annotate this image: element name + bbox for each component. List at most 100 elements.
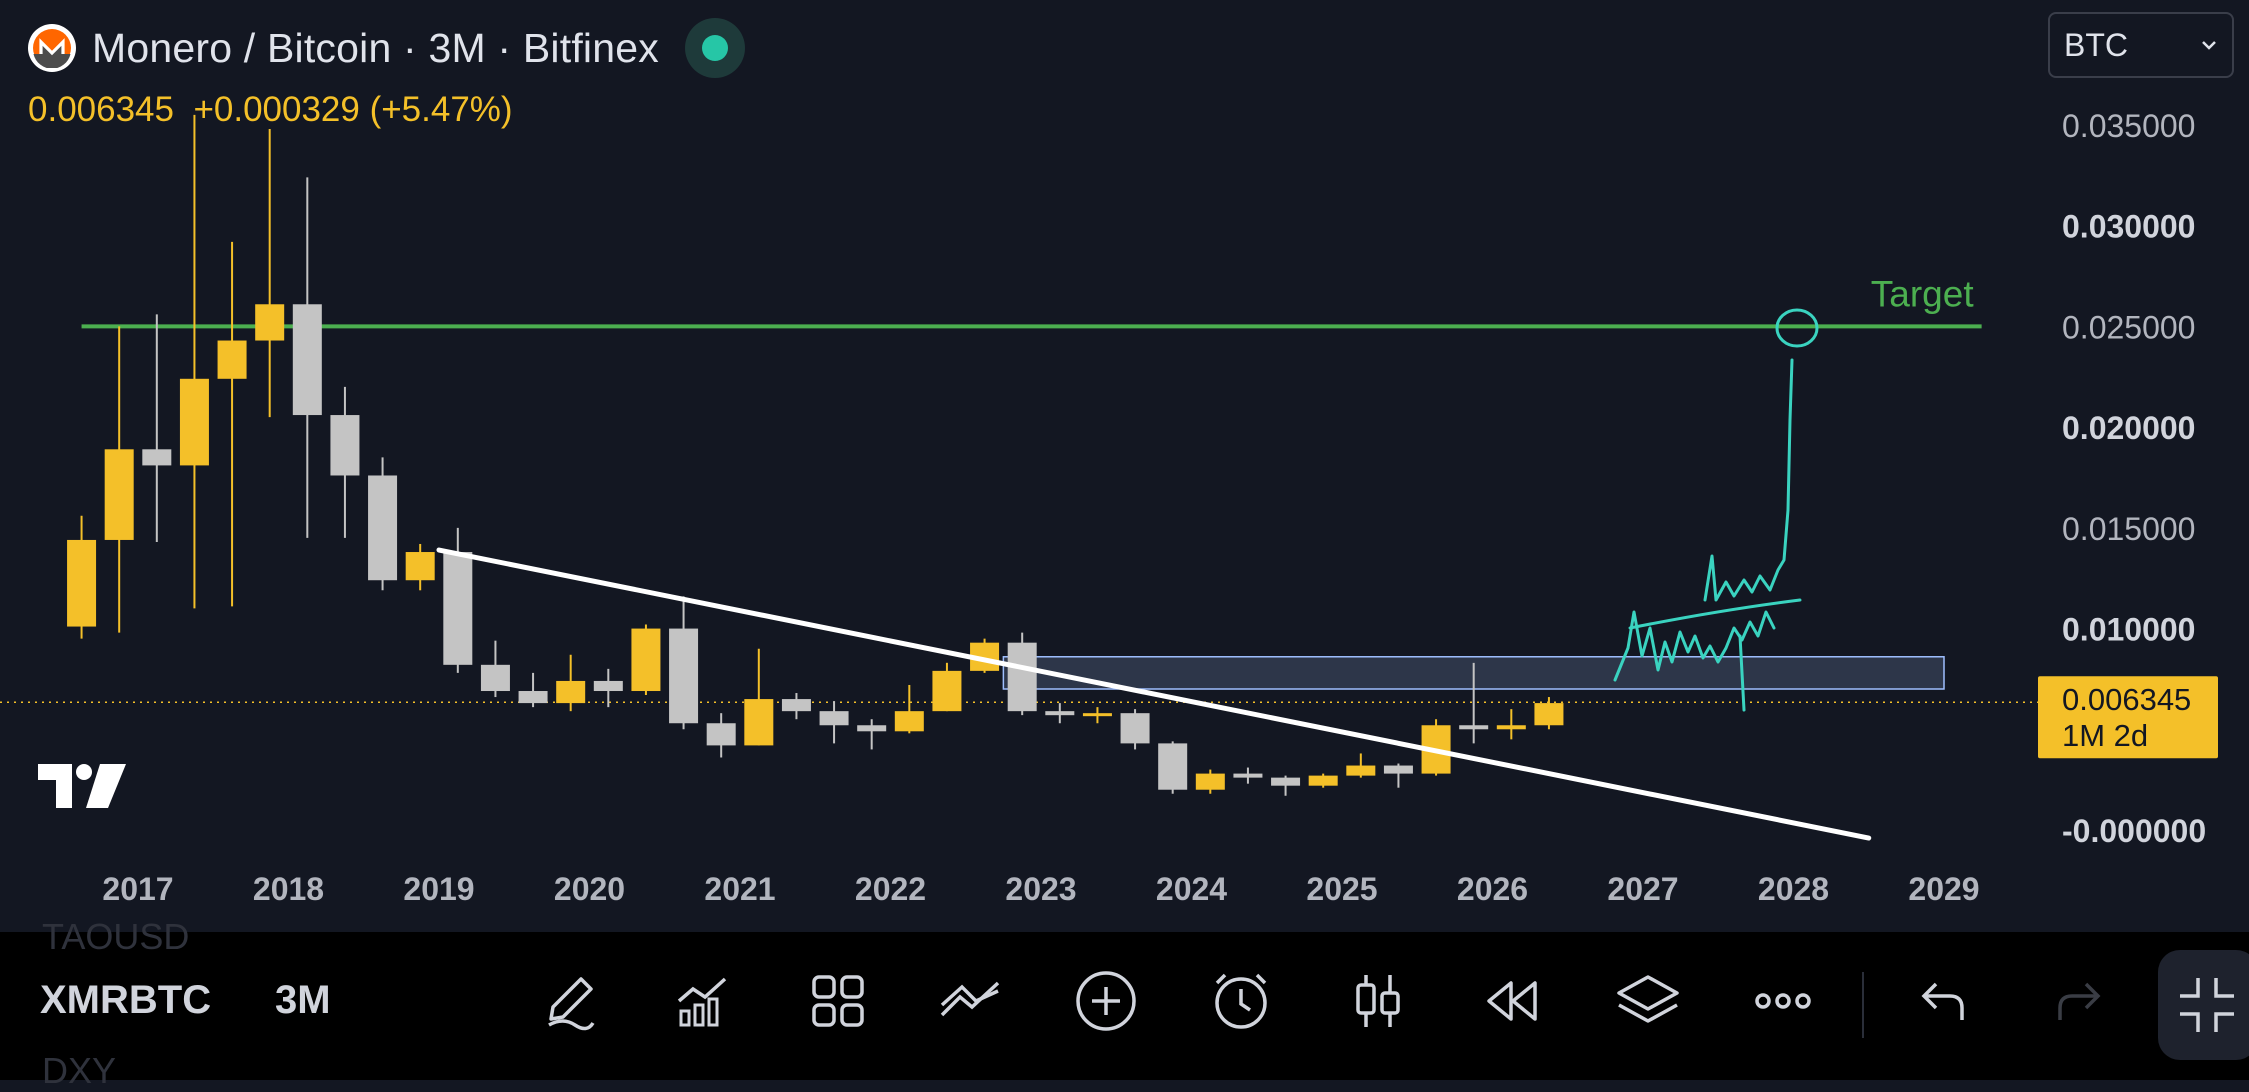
candle-body-17: [706, 723, 736, 746]
x-tick-label-4: 2021: [704, 871, 775, 907]
sketch-rally: [1703, 358, 1794, 602]
price-chart[interactable]: Target 0.035000 0.030000 0.025000 0.020000 0…: [0, 0, 2249, 932]
candle-body-6: [292, 304, 322, 416]
layers-icon: [1617, 975, 1679, 1023]
chart-header: Monero / Bitcoin · 3M · Bitfinex: [28, 18, 745, 78]
candle-body-27: [1082, 713, 1112, 717]
sketch-target-circle: [1775, 308, 1819, 348]
candle-body-29: [1158, 743, 1188, 790]
y-tick-label-4: 0.015000: [2062, 511, 2195, 547]
candle-body-4: [217, 340, 247, 379]
more-icon: [1755, 993, 1811, 1009]
x-tick-label-12: 2029: [1908, 871, 1979, 907]
x-tick-label-0: 2017: [102, 871, 173, 907]
candle-body-30: [1195, 773, 1225, 790]
currency-select[interactable]: BTC: [2048, 12, 2234, 78]
pen-icon: [548, 977, 595, 1031]
candle-body-26: [1045, 711, 1075, 716]
replay-button[interactable]: [1480, 968, 1546, 1034]
candle-body-33: [1308, 775, 1338, 786]
drawing-tools-icon: [940, 981, 1000, 1017]
candle-body-37: [1459, 725, 1489, 730]
candle-body-2: [142, 449, 172, 466]
x-tick-label-7: 2024: [1156, 871, 1227, 907]
templates-button[interactable]: [805, 968, 871, 1034]
candle-body-22: [894, 711, 924, 732]
y-tick-label-5: 0.010000: [2062, 612, 2195, 648]
candle-body-32: [1271, 777, 1301, 786]
layers-button[interactable]: [1615, 968, 1681, 1034]
drawing-tools-button[interactable]: [938, 968, 1004, 1034]
candle-body-15: [631, 628, 661, 692]
candle-body-21: [857, 725, 887, 732]
y-tick-label-3: 0.020000: [2062, 410, 2195, 446]
candle-body-39: [1534, 703, 1564, 726]
candle-body-7: [330, 415, 360, 476]
candle-body-19: [781, 699, 811, 712]
x-tick-label-9: 2026: [1457, 871, 1528, 907]
x-tick-label-1: 2018: [253, 871, 324, 907]
redo-icon: [2058, 982, 2101, 1020]
redo-button[interactable]: [2046, 968, 2112, 1034]
price-tag: [2038, 676, 2218, 759]
y-tick-label-0: 0.035000: [2062, 108, 2195, 144]
candle-body-20: [819, 711, 849, 726]
x-tick-label-5: 2022: [855, 871, 926, 907]
tradingview-logo-icon[interactable]: [36, 762, 128, 812]
x-tick-label-6: 2023: [1005, 871, 1076, 907]
indicators-button[interactable]: [670, 968, 736, 1034]
last-price: 0.006345: [28, 90, 174, 129]
candle-body-28: [1120, 713, 1150, 744]
more-button[interactable]: [1750, 968, 1816, 1034]
candle-body-0: [67, 539, 97, 627]
toolbar-separator: [1862, 972, 1864, 1038]
candle-body-23: [932, 670, 962, 712]
candle-body-10: [443, 552, 473, 665]
market-status-icon[interactable]: [684, 18, 745, 78]
candle-body-34: [1346, 765, 1376, 776]
candle-body-8: [368, 475, 398, 581]
x-tick-label-8: 2025: [1306, 871, 1377, 907]
candle-type-button[interactable]: [1345, 968, 1411, 1034]
currency-select-value: BTC: [2064, 26, 2128, 63]
templates-icon: [812, 975, 864, 1027]
replay-icon: [1487, 981, 1537, 1021]
price-tag-price: 0.006345: [2062, 682, 2191, 717]
monero-logo-icon: [28, 24, 76, 72]
symbol-button[interactable]: XMRBTC: [40, 978, 212, 1022]
y-tick-label-2: 0.025000: [2062, 309, 2195, 345]
candle-body-1: [104, 449, 134, 540]
candle-body-25: [1007, 642, 1037, 712]
pen-button[interactable]: [538, 968, 604, 1034]
sketch-spike: [1738, 634, 1746, 712]
trend-line: [436, 547, 1872, 841]
x-tick-label-2: 2019: [403, 871, 474, 907]
alert-icon: [1215, 973, 1267, 1029]
fullscreen-exit-button[interactable]: [2158, 950, 2249, 1060]
candle-body-14: [593, 680, 623, 692]
alert-button[interactable]: [1208, 968, 1274, 1034]
chart-title[interactable]: Monero / Bitcoin · 3M · Bitfinex: [92, 24, 659, 71]
chevron-down-icon: [2202, 41, 2216, 50]
ghost-symbol-prev: TAOUSD: [42, 916, 190, 957]
interval-button[interactable]: 3M: [275, 978, 331, 1022]
candle-body-16: [669, 628, 699, 724]
undo-button[interactable]: [1910, 968, 1976, 1034]
add-button[interactable]: [1073, 968, 1139, 1034]
x-tick-label-3: 2020: [554, 871, 625, 907]
add-icon: [1076, 971, 1136, 1031]
candle-body-31: [1233, 773, 1263, 778]
target-label: Target: [1871, 273, 1975, 314]
candle-body-5: [255, 304, 285, 341]
y-tick-label-1: 0.030000: [2062, 209, 2195, 245]
price-change: +0.000329 (+5.47%): [193, 90, 513, 129]
x-tick-label-10: 2027: [1607, 871, 1678, 907]
candle-type-icon: [1356, 975, 1400, 1027]
candle-body-3: [179, 378, 209, 466]
candle-body-38: [1496, 725, 1526, 730]
indicators-icon: [677, 977, 727, 1027]
sketch-zigzag: [1613, 610, 1776, 682]
bottom-toolbar: [0, 932, 2249, 1080]
sketch-breakout-line: [1628, 598, 1802, 630]
candle-body-12: [518, 691, 548, 704]
